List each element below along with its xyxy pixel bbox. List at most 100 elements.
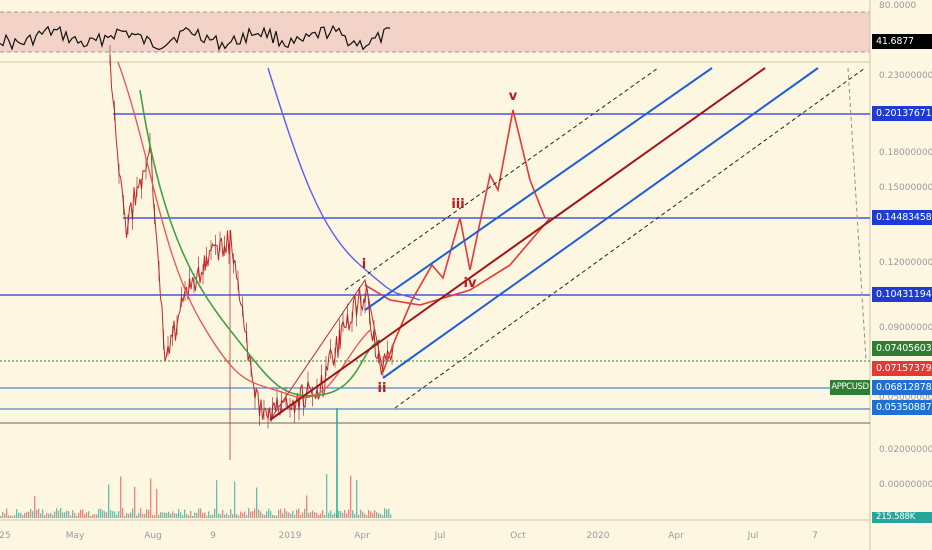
volume-bar <box>58 510 60 518</box>
volume-bar <box>130 512 132 518</box>
volume-bar <box>34 496 36 518</box>
volume-bar <box>170 513 172 518</box>
volume-bar <box>268 508 270 518</box>
oscillator-line <box>0 24 391 52</box>
volume-bar <box>316 512 318 518</box>
volume-bar <box>106 512 108 518</box>
volume-bar <box>222 509 224 518</box>
volume-bar <box>6 508 8 518</box>
volume-bar <box>192 515 194 518</box>
volume-bar <box>86 512 88 518</box>
oscillator-band <box>0 12 870 52</box>
wave-label-v: v <box>509 89 518 104</box>
level-tag-0: 0.20137671 <box>872 106 932 121</box>
volume-bar <box>386 509 388 518</box>
volume-bar <box>360 509 362 518</box>
volume-bar <box>244 511 246 518</box>
volume-bar <box>92 514 94 518</box>
volume-bar <box>328 512 330 518</box>
volume-bar <box>238 515 240 518</box>
volume-bar <box>388 508 390 518</box>
symbol-tag: APPCUSD <box>830 380 870 395</box>
volume-bar <box>282 513 284 518</box>
volume-bar <box>140 508 142 518</box>
volume-bar <box>14 514 16 518</box>
volume-bar <box>174 513 176 518</box>
volume-bar <box>144 513 146 518</box>
volume-bar <box>78 512 80 518</box>
volume-bar <box>354 513 356 518</box>
volume-bar <box>0 515 2 518</box>
volume-bar <box>292 510 294 518</box>
price-tick-label: 0.00000000 <box>879 480 932 490</box>
volume-bar <box>372 512 374 518</box>
volume-bar <box>2 512 4 518</box>
x-tick-label: 2019 <box>279 531 302 541</box>
volume-bar <box>254 508 256 518</box>
x-tick-label: Apr <box>354 531 370 541</box>
price-tick-label: 0.18000000 <box>879 148 932 158</box>
volume-bar <box>8 515 10 518</box>
volume-bar <box>136 515 138 518</box>
volume-bar <box>162 512 164 518</box>
price-marker-last: 0.07157379 <box>872 361 932 376</box>
volume-bar <box>104 511 106 518</box>
volume-bar <box>44 515 46 518</box>
volume-bar <box>156 488 158 518</box>
volume-bar <box>176 513 178 518</box>
volume-bar <box>150 478 152 518</box>
volume-bar <box>12 515 14 518</box>
volume-bar <box>160 512 162 518</box>
channel-edge <box>847 67 867 361</box>
volume-bar <box>212 514 214 518</box>
volume-bar <box>346 513 348 518</box>
volume-bar <box>40 513 42 518</box>
volume-bar <box>50 513 52 518</box>
x-tick-label: Aug <box>144 531 162 541</box>
volume-bar <box>24 512 26 518</box>
x-tick-label: Apr <box>668 531 684 541</box>
channel-lower <box>382 67 819 379</box>
volume-bar <box>228 515 230 518</box>
volume-bar <box>94 514 96 518</box>
volume-bar <box>194 512 196 518</box>
volume-bar <box>128 513 130 518</box>
volume-bar <box>186 513 188 518</box>
volume-bar <box>184 509 186 518</box>
channel-outer-lower <box>394 67 866 409</box>
volume-bar <box>46 513 48 518</box>
volume-bar <box>20 512 22 518</box>
wave-projection-lower <box>364 217 551 306</box>
volume-bar <box>122 508 124 518</box>
level-tag-1: 0.14483458 <box>872 210 932 225</box>
volume-bar <box>90 515 92 518</box>
volume-bar <box>180 512 182 518</box>
channel-outer-upper <box>344 67 659 291</box>
volume-bar <box>200 508 202 518</box>
wave-label-ii: ii <box>378 381 387 396</box>
volume-bar <box>320 513 322 518</box>
volume-bar <box>206 515 208 518</box>
volume-bar <box>220 514 222 518</box>
volume-bar <box>350 475 352 518</box>
level-tag-3: 0.06812878 <box>872 380 932 395</box>
volume-bar <box>270 510 272 518</box>
volume-bar <box>210 514 212 518</box>
volume-bar <box>288 512 290 518</box>
x-tick-label: 2020 <box>587 531 610 541</box>
volume-bar <box>26 511 28 518</box>
channel-upper <box>364 67 713 311</box>
volume-bar <box>280 508 282 518</box>
volume-bar <box>108 484 110 518</box>
volume-bar <box>114 511 116 518</box>
price-marker-ma: 0.07405603 <box>872 341 932 356</box>
volume-bar <box>246 515 248 518</box>
volume-bar <box>312 510 314 518</box>
x-tick-label: May <box>66 531 85 541</box>
wave-projection <box>382 109 546 373</box>
volume-bar <box>204 512 206 518</box>
price-tick-label: 0.05000000 <box>879 393 932 403</box>
volume-bar <box>190 510 192 518</box>
volume-bar <box>22 515 24 518</box>
